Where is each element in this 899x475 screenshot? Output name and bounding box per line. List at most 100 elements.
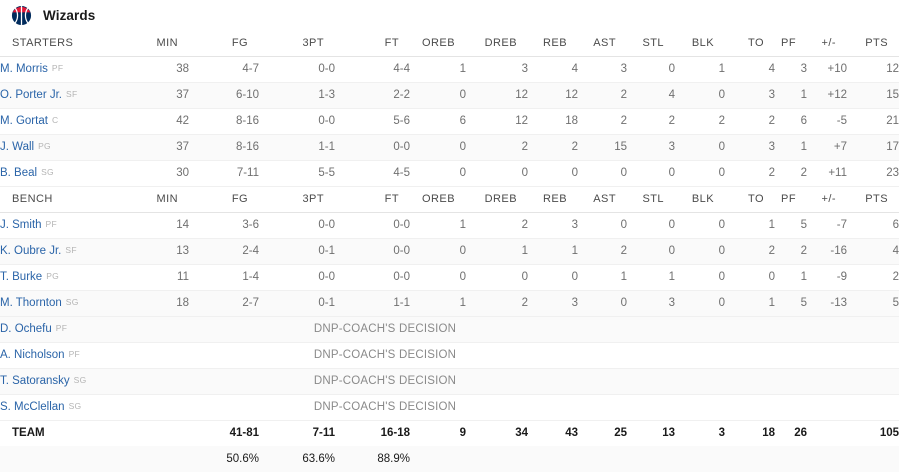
stat-pts: 5 bbox=[847, 290, 899, 317]
stat-tp: 0-0 bbox=[259, 264, 335, 291]
team-total-pts: 105 bbox=[847, 419, 899, 446]
column-header-stl: STL bbox=[627, 186, 675, 213]
column-header-pts: PTS bbox=[847, 30, 899, 57]
empty-cell bbox=[725, 342, 775, 369]
stat-dreb: 2 bbox=[466, 290, 528, 317]
player-name-cell[interactable]: T. Satoransky SG bbox=[0, 368, 143, 395]
player-name-cell[interactable]: O. Porter Jr. SF bbox=[0, 82, 143, 109]
stat-blk: 0 bbox=[675, 264, 725, 291]
three-point-percentage: 63.6% bbox=[259, 446, 335, 472]
stat-reb: 3 bbox=[528, 290, 578, 317]
stat-ft: 4-5 bbox=[335, 160, 410, 187]
player-name-cell[interactable]: B. Beal SG bbox=[0, 160, 143, 187]
team-total-to: 18 bbox=[725, 419, 775, 446]
stat-min: 37 bbox=[143, 82, 189, 109]
player-name: M. Morris bbox=[0, 63, 48, 75]
empty-cell bbox=[847, 446, 899, 472]
dnp-reason: DNP-COACH'S DECISION bbox=[143, 342, 627, 369]
stat-to: 2 bbox=[725, 108, 775, 135]
empty-cell bbox=[807, 394, 847, 421]
dnp-reason: DNP-COACH'S DECISION bbox=[143, 394, 627, 421]
stat-ast: 0 bbox=[578, 212, 627, 239]
player-name-cell[interactable]: J. Smith PF bbox=[0, 212, 143, 239]
column-header-oreb: OREB bbox=[410, 30, 466, 57]
wizards-logo-icon bbox=[11, 4, 32, 26]
stat-fg: 1-4 bbox=[189, 264, 259, 291]
stat-min: 30 bbox=[143, 160, 189, 187]
stat-ft: 4-4 bbox=[335, 56, 410, 83]
stat-ft: 0-0 bbox=[335, 134, 410, 161]
column-header-ast: AST bbox=[578, 186, 627, 213]
column-header-stl: STL bbox=[627, 30, 675, 57]
player-position: PG bbox=[46, 271, 60, 281]
table-row: O. Porter Jr. SF 37 6-10 1-3 2-2 0 12 12 2 4 0 3 1 +12… bbox=[0, 82, 899, 109]
player-name-cell[interactable]: K. Oubre Jr. SF bbox=[0, 238, 143, 265]
empty-cell bbox=[807, 342, 847, 369]
player-position: PG bbox=[38, 141, 51, 151]
stat-fg: 7-11 bbox=[189, 160, 259, 187]
empty-cell bbox=[0, 446, 143, 472]
stat-blk: 0 bbox=[675, 290, 725, 317]
stat-tp: 1-1 bbox=[259, 134, 335, 161]
stat-pf: 1 bbox=[775, 264, 807, 291]
stat-pts: 6 bbox=[847, 212, 899, 239]
player-position: C bbox=[51, 115, 59, 125]
column-header-oreb: OREB bbox=[410, 186, 466, 213]
player-name-cell[interactable]: A. Nicholson PF bbox=[0, 342, 143, 369]
stat-stl: 1 bbox=[627, 264, 675, 291]
column-header-to: TO bbox=[725, 186, 775, 213]
player-name-cell[interactable]: D. Ochefu PF bbox=[0, 316, 143, 343]
stat-pts: 12 bbox=[847, 56, 899, 83]
team-total-tp: 7-11 bbox=[259, 419, 335, 446]
table-row: T. Burke PG 11 1-4 0-0 0-0 0 0 0 1 1 0 0 1 -9 2 bbox=[0, 264, 899, 291]
table-row: J. Smith PF 14 3-6 0-0 0-0 1 2 3 0 0 0 1 5 -7 6 bbox=[0, 212, 899, 239]
empty-cell bbox=[807, 316, 847, 343]
fg-percentage: 50.6% bbox=[189, 446, 259, 472]
player-position: SG bbox=[41, 167, 54, 177]
bench-header: BENCH MIN FG 3PT FT OREB DREB REB AST STL BLK TO PF +… bbox=[0, 186, 899, 213]
player-name: T. Satoransky bbox=[0, 375, 70, 387]
stat-tp: 0-1 bbox=[259, 238, 335, 265]
stat-pts: 2 bbox=[847, 264, 899, 291]
stat-blk: 0 bbox=[675, 238, 725, 265]
player-name: M. Thornton bbox=[0, 297, 62, 309]
free-throw-percentage: 88.9% bbox=[335, 446, 410, 472]
stat-ast: 0 bbox=[578, 290, 627, 317]
team-total-pm bbox=[807, 419, 847, 446]
player-name-cell[interactable]: M. Thornton SG bbox=[0, 290, 143, 317]
player-name-cell[interactable]: M. Gortat C bbox=[0, 108, 143, 135]
stat-min: 14 bbox=[143, 212, 189, 239]
empty-cell bbox=[143, 446, 189, 472]
column-header-pf: PF bbox=[775, 30, 807, 57]
stat-pm: +10 bbox=[807, 56, 847, 83]
empty-cell bbox=[578, 446, 627, 472]
stat-reb: 2 bbox=[528, 134, 578, 161]
empty-cell bbox=[627, 394, 675, 421]
stat-pf: 1 bbox=[775, 134, 807, 161]
empty-cell bbox=[466, 446, 528, 472]
stat-dreb: 12 bbox=[466, 108, 528, 135]
empty-cell bbox=[775, 316, 807, 343]
empty-cell bbox=[725, 368, 775, 395]
player-name-cell[interactable]: J. Wall PG bbox=[0, 134, 143, 161]
column-header-ast: AST bbox=[578, 30, 627, 57]
player-name-cell[interactable]: S. McClellan SG bbox=[0, 394, 143, 421]
stat-pts: 21 bbox=[847, 108, 899, 135]
stat-stl: 4 bbox=[627, 82, 675, 109]
dnp-reason: DNP-COACH'S DECISION bbox=[143, 368, 627, 395]
empty-cell bbox=[775, 446, 807, 472]
stat-stl: 2 bbox=[627, 108, 675, 135]
stat-ft: 0-0 bbox=[335, 238, 410, 265]
player-name-cell[interactable]: T. Burke PG bbox=[0, 264, 143, 291]
column-header-: +/- bbox=[807, 186, 847, 213]
empty-cell bbox=[675, 394, 725, 421]
stat-dreb: 0 bbox=[466, 264, 528, 291]
player-name-cell[interactable]: M. Morris PF bbox=[0, 56, 143, 83]
stat-ast: 15 bbox=[578, 134, 627, 161]
stat-ast: 3 bbox=[578, 56, 627, 83]
stat-tp: 1-3 bbox=[259, 82, 335, 109]
table-row: S. McClellan SG DNP-COACH'S DECISION bbox=[0, 394, 899, 421]
player-name: J. Smith bbox=[0, 219, 42, 231]
column-header-fg: FG bbox=[189, 186, 259, 213]
player-name: B. Beal bbox=[0, 167, 38, 179]
